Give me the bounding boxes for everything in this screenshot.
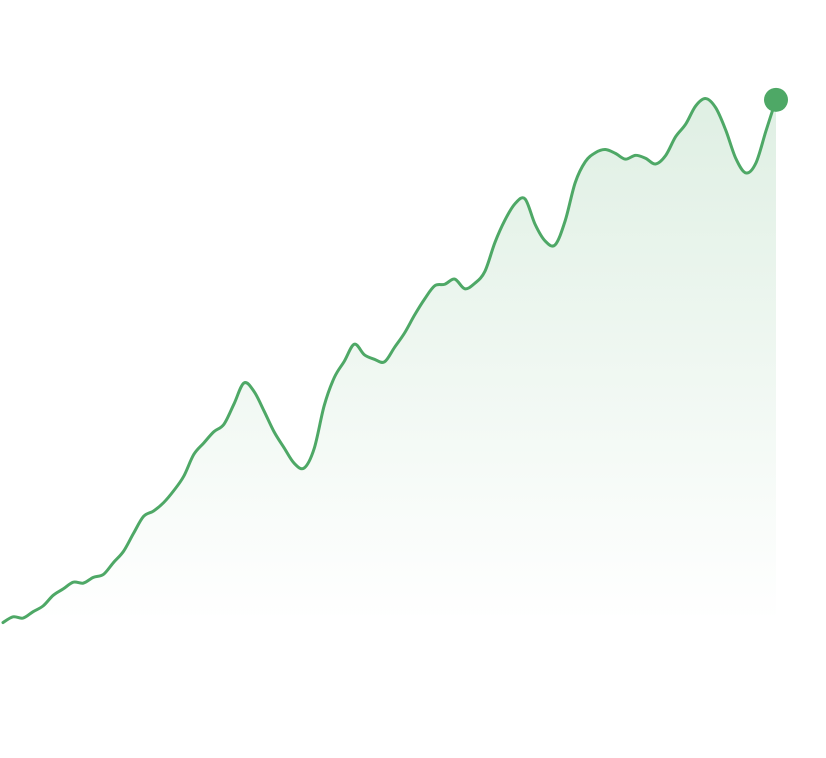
area-fill bbox=[3, 98, 776, 623]
series-line bbox=[1, 97, 778, 625]
endpoint-marker[interactable] bbox=[764, 87, 788, 112]
plot-area bbox=[1, 87, 788, 625]
